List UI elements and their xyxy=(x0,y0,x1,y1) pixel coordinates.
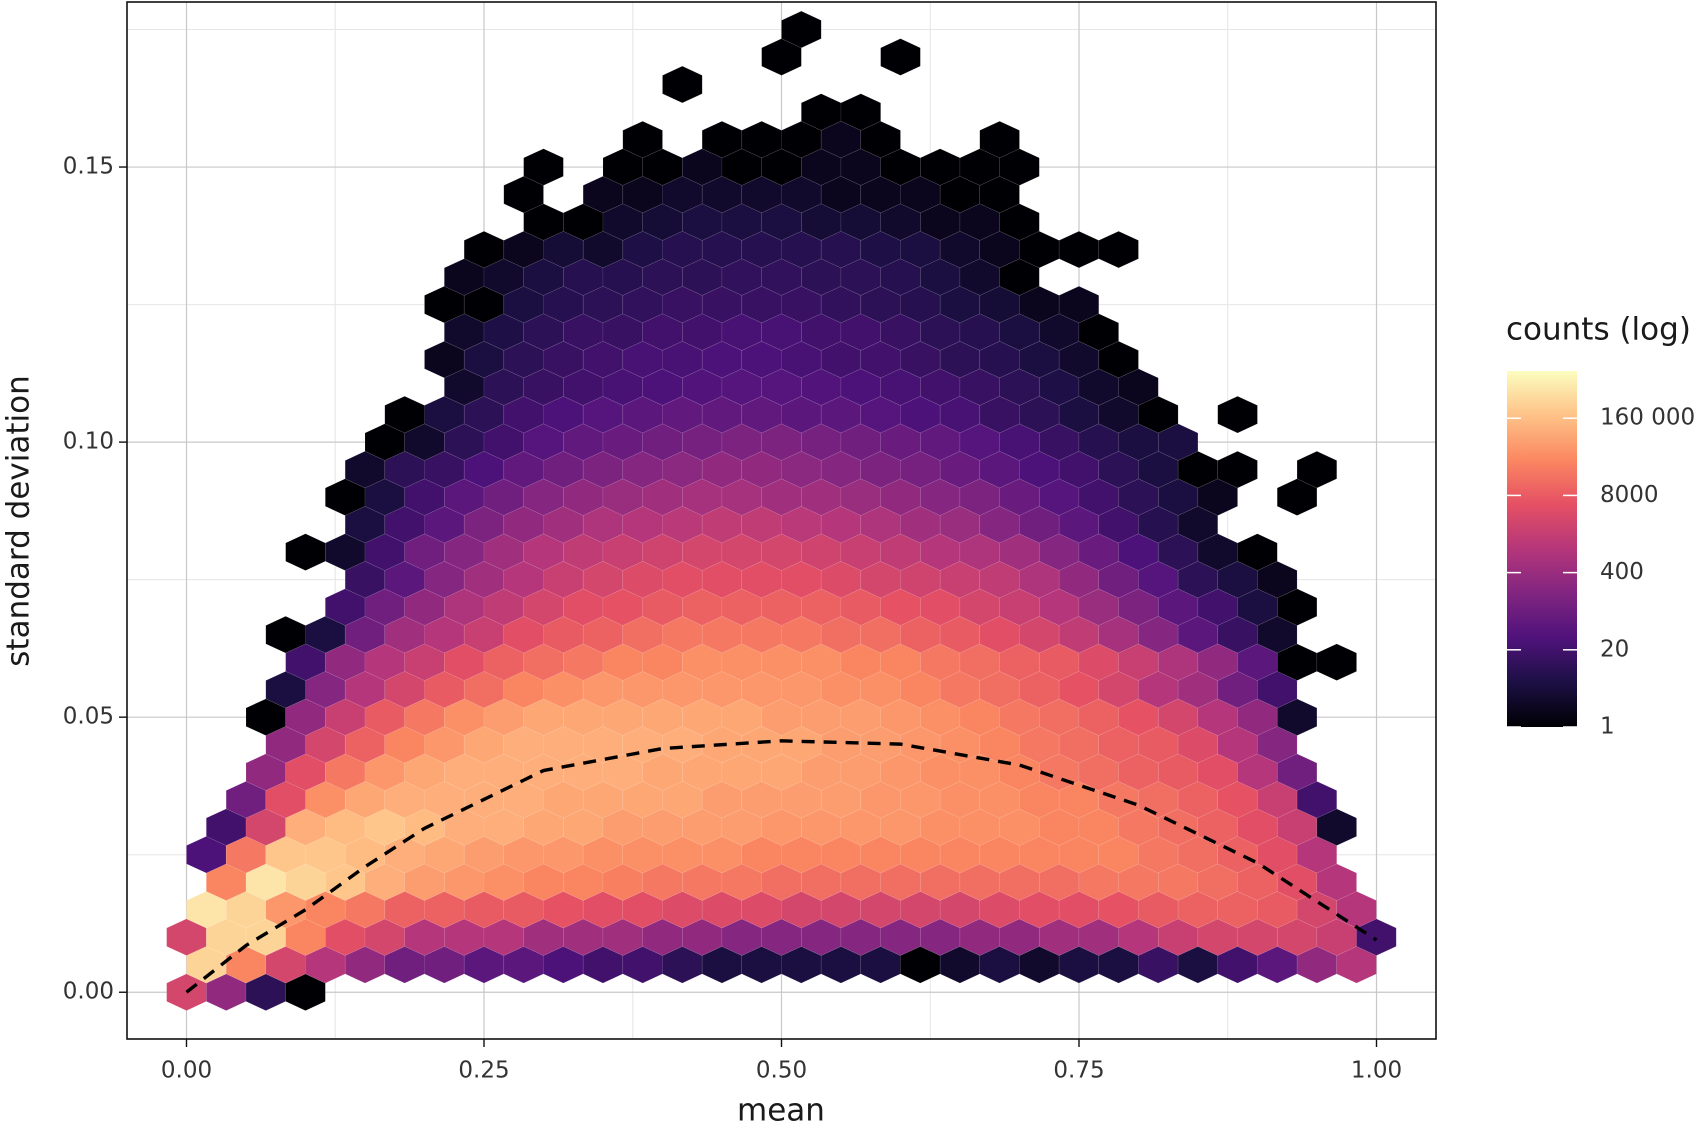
hex-bin xyxy=(999,148,1040,186)
y-tick-label: 0.10 xyxy=(63,429,114,455)
hex-bin xyxy=(860,120,901,159)
x-tick-label: 1.00 xyxy=(1351,1058,1402,1084)
x-axis-title: mean xyxy=(737,1093,825,1128)
colorbar-tick-label: 8000 xyxy=(1600,482,1659,508)
axes: 0.00 0.25 0.50 0.75 1.00 0.00 0.05 0.10 0.15 xyxy=(63,154,1402,1084)
hex-bin xyxy=(1058,285,1100,324)
hex-bin xyxy=(503,175,544,214)
hex-bin xyxy=(1177,505,1219,544)
hex-bin xyxy=(1197,478,1238,516)
legend: counts (log) 1 20 400 8000 160 000 xyxy=(1506,312,1695,740)
hex-bin xyxy=(523,148,564,186)
colorbar-tick-label: 20 xyxy=(1600,636,1629,662)
colorbar-tick-label: 1 xyxy=(1600,714,1615,740)
y-axis-title: standard deviation xyxy=(1,375,37,666)
hex-bin xyxy=(999,258,1040,296)
hex-bin xyxy=(1296,781,1338,819)
hex-bin xyxy=(979,120,1020,159)
colorbar xyxy=(1507,371,1577,727)
x-tick-label: 0.75 xyxy=(1053,1058,1104,1084)
hex-bin xyxy=(1296,450,1338,489)
x-tick-label: 0.00 xyxy=(161,1058,212,1084)
hex-bin xyxy=(840,93,881,131)
hex-bin xyxy=(1078,313,1119,351)
y-tick-label: 0.15 xyxy=(63,154,114,180)
colorbar-tick-label: 400 xyxy=(1600,559,1644,585)
hex-bin xyxy=(1217,450,1258,489)
hex-bin xyxy=(1098,230,1139,269)
hex-bin xyxy=(761,38,802,76)
hex-bin xyxy=(781,10,822,49)
hex-bin xyxy=(1316,643,1357,681)
hex-bin xyxy=(1217,395,1258,434)
colorbar-tick-label: 160 000 xyxy=(1600,405,1695,431)
hex-bin xyxy=(1237,533,1278,571)
hex-bin xyxy=(622,120,663,159)
hex-bin xyxy=(662,65,703,104)
y-tick-label: 0.00 xyxy=(63,979,114,1005)
x-tick-label: 0.25 xyxy=(458,1058,509,1084)
hex-bin xyxy=(1138,395,1179,434)
y-tick-label: 0.05 xyxy=(63,704,114,730)
hex-bin xyxy=(1276,698,1318,736)
x-tick-label: 0.50 xyxy=(756,1058,807,1084)
hex-bin xyxy=(1257,560,1298,599)
hex-bin xyxy=(1276,753,1318,791)
legend-title: counts (log) xyxy=(1506,312,1691,348)
hex-layer xyxy=(166,10,1397,1011)
hex-bin xyxy=(880,38,921,76)
hex-bin xyxy=(1157,423,1199,461)
